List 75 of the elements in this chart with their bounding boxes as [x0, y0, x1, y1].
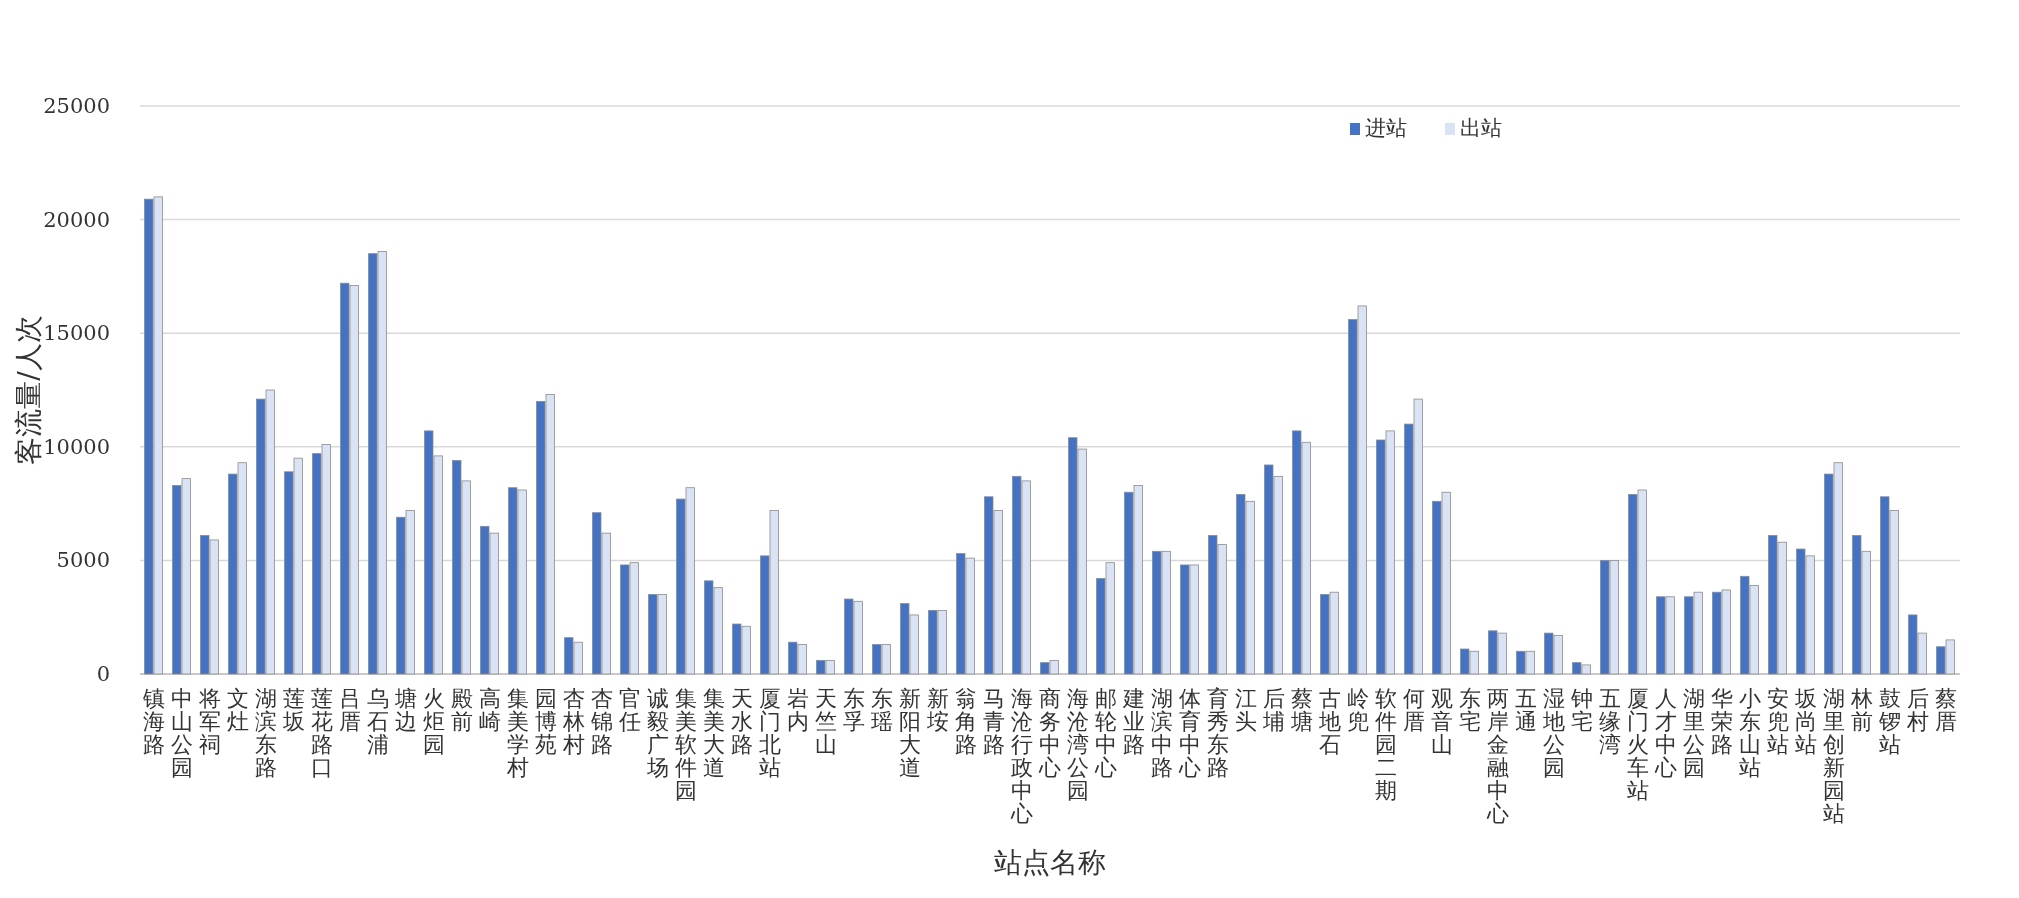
x-tick-label: 天竺山 [815, 686, 837, 757]
x-tick-label: 莲坂 [282, 686, 305, 734]
x-tick-label: 蔡塘 [1290, 686, 1313, 734]
y-tick-label: 5000 [56, 548, 110, 573]
x-tick-label: 集美大道 [703, 686, 725, 780]
x-tick-label: 厦门火车站 [1627, 686, 1649, 803]
x-tick-label: 厦门北站 [759, 686, 781, 780]
x-tick-label: 蔡厝 [1935, 686, 1957, 734]
x-tick-label: 观音山 [1431, 686, 1453, 757]
x-tick-label: 湖滨中路 [1151, 686, 1173, 780]
y-axis-title: 客流量/人次 [12, 315, 45, 465]
x-tick-label: 古地石 [1318, 686, 1341, 757]
x-tick-label: 天水路 [731, 686, 753, 757]
x-tick-label: 马青路 [983, 686, 1005, 757]
x-tick-label: 岩内 [787, 686, 809, 734]
x-axis-title: 站点名称 [994, 846, 1106, 879]
x-tick-label: 坂尚站 [1794, 686, 1817, 757]
x-tick-label: 东孚 [843, 686, 865, 734]
x-tick-label: 东宅 [1459, 686, 1481, 734]
x-tick-label: 建业路 [1122, 686, 1145, 757]
x-tick-label: 新垵 [926, 686, 949, 734]
x-tick-label: 小东山站 [1739, 686, 1761, 780]
x-tick-label: 湖滨东路 [255, 686, 277, 780]
x-tick-label: 后埔 [1262, 686, 1285, 734]
x-tick-label: 五通 [1515, 686, 1537, 734]
x-tick-label: 五缘湾 [1599, 686, 1621, 757]
legend-label: 出站 [1460, 116, 1502, 140]
x-tick-label: 育秀东路 [1207, 686, 1229, 780]
x-tick-label: 杏锦路 [590, 686, 613, 757]
x-tick-label: 人才中心 [1654, 686, 1677, 780]
x-tick-label: 园博苑 [535, 686, 557, 757]
x-tick-label: 文灶 [227, 686, 249, 734]
x-tick-label: 镇海路 [142, 686, 165, 757]
x-tick-label: 体育中心 [1178, 686, 1201, 780]
x-tick-label: 鼓锣站 [1878, 686, 1901, 757]
x-tick-label: 集美学村 [506, 686, 529, 780]
x-tick-label: 钟宅 [1570, 686, 1593, 734]
x-tick-label: 杏林村 [562, 686, 585, 757]
x-tick-label: 海沧湾公园 [1067, 686, 1089, 803]
x-tick-label: 两岸金融中心 [1486, 686, 1509, 826]
x-tick-label: 塘边 [394, 686, 417, 734]
x-tick-label: 莲花路口 [311, 686, 333, 780]
y-tick-label: 15000 [43, 321, 110, 346]
x-tick-label: 官任 [618, 686, 641, 734]
x-tick-label: 岭兜 [1347, 686, 1369, 734]
x-tick-label: 海沧行政中心 [1010, 686, 1033, 826]
x-tick-label: 吕厝 [339, 686, 361, 734]
x-tick-label: 乌石浦 [367, 686, 389, 757]
x-tick-label: 高崎 [479, 686, 501, 734]
legend-label: 进站 [1365, 116, 1407, 140]
y-tick-label: 10000 [43, 434, 110, 459]
x-tick-label: 林前 [1850, 686, 1873, 734]
x-tick-label: 湿地公园 [1542, 686, 1565, 780]
x-tick-label: 殿前 [451, 686, 473, 734]
x-tick-label: 中山公园 [171, 686, 193, 780]
y-tick-label: 0 [96, 662, 110, 686]
x-tick-label: 湖里公园 [1683, 686, 1705, 780]
x-tick-label: 东瑶 [871, 686, 893, 734]
x-tick-label: 将军祠 [198, 686, 221, 757]
x-tick-label: 集美软件园 [675, 686, 697, 803]
x-tick-label: 软件园二期 [1375, 686, 1397, 803]
x-tick-label: 湖里创新园站 [1823, 686, 1845, 826]
x-tick-label: 后村 [1906, 686, 1929, 734]
y-tick-label: 25000 [43, 94, 110, 118]
x-tick-label: 火炬园 [423, 686, 445, 757]
x-tick-label: 江头 [1235, 686, 1257, 734]
x-tick-label: 何厝 [1403, 686, 1425, 734]
y-tick-label: 20000 [43, 207, 110, 232]
x-tick-label: 华荣路 [1711, 686, 1733, 757]
x-tick-label: 诚毅广场 [646, 686, 669, 780]
x-tick-label: 新阳大道 [899, 686, 921, 780]
x-tick-label: 安兜站 [1767, 686, 1789, 757]
x-tick-label: 翁角路 [955, 686, 977, 757]
x-tick-label: 商务中心 [1038, 686, 1061, 780]
x-tick-label: 邮轮中心 [1094, 686, 1117, 780]
